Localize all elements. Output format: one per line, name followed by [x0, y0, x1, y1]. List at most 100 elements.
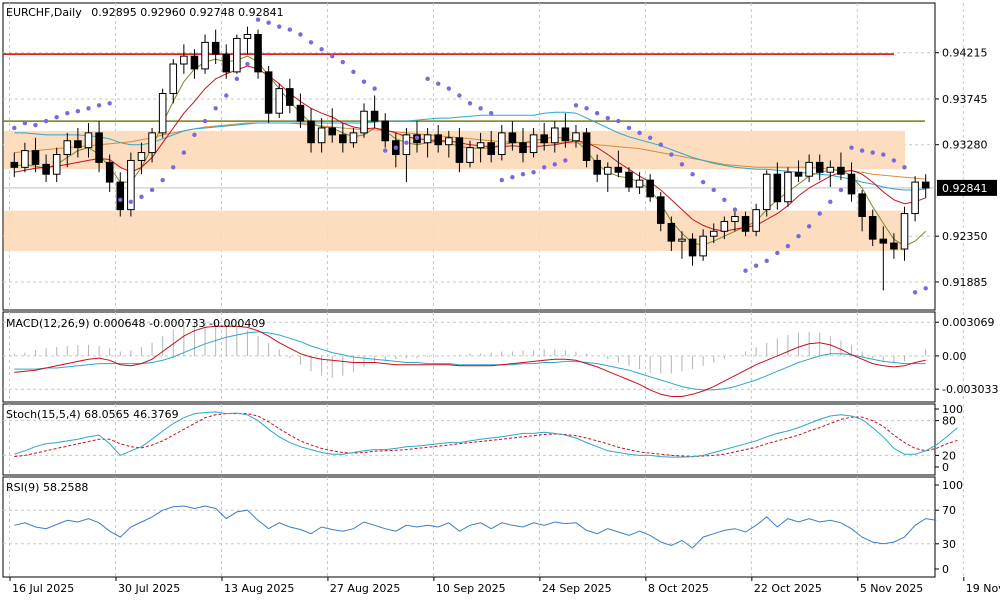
candle-body-68	[731, 216, 739, 222]
sar-dot-68	[732, 207, 738, 212]
pane-frames	[2, 2, 936, 578]
sar-dot-71	[764, 258, 769, 264]
sar-dot-17	[192, 132, 197, 138]
sar-dot-83	[891, 158, 897, 163]
x-tick-label-7: 22 Oct 2025	[754, 582, 822, 595]
stoch-tick-label-1: 80	[942, 415, 956, 428]
y-axes: 0.942150.937450.932800.923500.918850.003…	[935, 47, 998, 576]
sar-dot-31	[340, 59, 346, 65]
sar-dot-21	[234, 76, 240, 81]
candle-11	[127, 152, 135, 217]
sar-dot-80	[859, 148, 865, 153]
stoch-label: Stoch(15,5,4) 68.0565 46.3769	[6, 408, 179, 421]
candle-body-53	[572, 132, 580, 142]
candle-body-6	[74, 140, 82, 149]
rsi-tick-label-3: 0	[942, 563, 949, 576]
sar-dot-41	[446, 86, 452, 91]
sar-dot-51	[552, 162, 557, 167]
macd-signal-line	[14, 331, 926, 391]
candle-body-59	[635, 179, 644, 188]
sar-dot-37	[404, 140, 409, 145]
macd-tick-label-1: 0.00	[942, 350, 967, 363]
candle-53	[572, 125, 580, 148]
candle-body-47	[508, 132, 517, 144]
candle-body-16	[180, 55, 188, 65]
candle-55	[593, 154, 601, 183]
sar-dot-39	[425, 76, 430, 81]
sar-dot-7	[86, 106, 91, 111]
candle-17	[190, 49, 199, 79]
rsi-pane	[14, 505, 937, 549]
candle-1	[21, 142, 29, 173]
sar-dot-18	[202, 118, 208, 124]
candle-49	[529, 127, 538, 158]
candle-51	[550, 121, 559, 153]
candle-body-19	[211, 41, 220, 55]
candle-body-82	[879, 238, 888, 244]
sar-dot-46	[499, 177, 504, 183]
sar-dot-3	[43, 118, 49, 124]
candle-47	[508, 121, 517, 151]
candle-body-43	[466, 147, 474, 163]
sar-dot-38	[414, 135, 420, 141]
candle-body-52	[561, 127, 570, 142]
sar-dot-61	[658, 142, 663, 147]
candle-3	[42, 154, 50, 183]
candle-body-26	[286, 88, 294, 106]
candle-body-21	[233, 37, 241, 73]
candle-body-22	[243, 33, 252, 39]
candle-67	[720, 216, 729, 240]
stoch-tick-label-2: 20	[942, 449, 956, 462]
candle-30	[328, 108, 337, 143]
sar-dot-77	[828, 199, 833, 204]
candle-7	[84, 123, 93, 158]
candle-body-58	[625, 171, 633, 188]
candle-body-50	[540, 134, 548, 144]
sar-dot-66	[711, 187, 716, 193]
candle-42	[455, 127, 464, 173]
sar-dot-27	[298, 32, 303, 37]
candle-body-70	[752, 209, 760, 232]
sar-dot-28	[308, 40, 314, 45]
sar-dot-75	[806, 224, 812, 229]
candle-24	[264, 65, 273, 124]
candle-body-60	[646, 179, 654, 198]
candle-20	[222, 44, 231, 79]
candle-72	[773, 162, 782, 210]
sar-dot-64	[690, 172, 695, 177]
sar-dot-14	[160, 177, 165, 183]
candle-body-78	[837, 166, 845, 175]
candle-44	[476, 132, 485, 163]
candle-body-85	[911, 181, 919, 215]
sar-dot-50	[541, 165, 547, 170]
candle-52	[561, 113, 570, 148]
candle-43	[466, 140, 474, 168]
candle-50	[540, 123, 548, 151]
sar-dot-65	[700, 179, 706, 185]
parabolic-sar	[12, 17, 928, 295]
candle-58	[625, 167, 633, 192]
candle-4	[52, 147, 61, 183]
candle-19	[211, 29, 220, 65]
sar-dot-63	[679, 162, 685, 167]
candle-29	[317, 118, 326, 153]
sar-dot-60	[647, 135, 653, 141]
candle-body-12	[137, 152, 146, 161]
candle-46	[498, 125, 506, 161]
candle-body-34	[370, 110, 379, 122]
candle-2	[31, 137, 40, 173]
candle-body-83	[890, 242, 898, 250]
candle-body-62	[667, 222, 676, 242]
candle-13	[148, 127, 156, 163]
sar-dot-30	[330, 53, 335, 59]
candle-body-9	[105, 161, 114, 183]
sar-dot-58	[626, 125, 632, 131]
candle-48	[519, 127, 527, 163]
candle-body-11	[127, 159, 135, 211]
y-tick-label-3: 0.92350	[942, 230, 988, 243]
candle-body-64	[688, 238, 697, 257]
sar-dot-69	[743, 268, 748, 273]
sar-dot-84	[902, 165, 907, 170]
candle-15	[169, 59, 178, 104]
candle-23	[254, 29, 262, 79]
